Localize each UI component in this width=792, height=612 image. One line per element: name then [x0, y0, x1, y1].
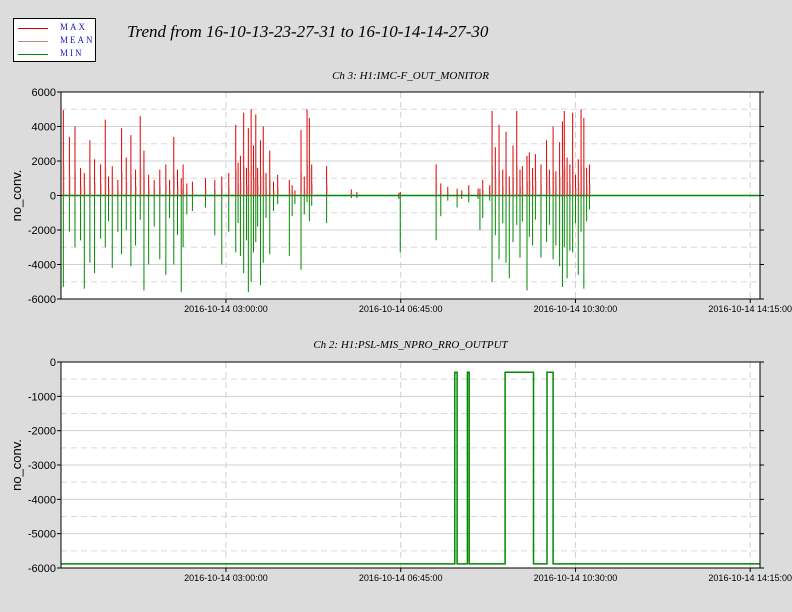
y-tick-label: -4000	[28, 494, 56, 506]
legend-swatch-mean	[18, 41, 48, 42]
chart-panel-2: 0 -1000 -2000 -3000 -4000 -5000 -6000 2016-10-1…	[9, 339, 792, 583]
legend-label-min: MIN	[60, 48, 84, 58]
x-tick-label: 2016-10-14 03:00:00	[184, 304, 268, 314]
series-min-line	[61, 371, 760, 565]
y-tick-label: -6000	[28, 563, 56, 575]
legend-swatch-max	[18, 28, 48, 29]
y-tick-label: -6000	[28, 294, 56, 306]
y-tick-label: 0	[50, 357, 56, 369]
legend-swatch-min	[18, 54, 48, 55]
legend-label-mean: MEAN	[60, 35, 95, 45]
y-axis-label: no_conv.	[9, 439, 24, 491]
y-tick-label: 2000	[32, 156, 56, 168]
x-tick-label: 2016-10-14 10:30:00	[534, 304, 618, 314]
x-tick-label: 2016-10-14 10:30:00	[534, 573, 618, 583]
y-tick-label: -5000	[28, 529, 56, 541]
chart-title: Ch 2: H1:PSL-MIS_NPRO_RRO_OUTPUT	[313, 339, 508, 351]
y-tick-label: 4000	[32, 122, 56, 134]
y-tick-label: -2000	[28, 225, 56, 237]
y-tick-label: -3000	[28, 460, 56, 472]
y-tick-label: -4000	[28, 260, 56, 272]
x-tick-label: 2016-10-14 14:15:00	[708, 304, 792, 314]
x-tick-label: 2016-10-14 06:45:00	[359, 304, 443, 314]
y-tick-label: -1000	[28, 391, 56, 403]
y-tick-label: 0	[50, 191, 56, 203]
x-tick-label: 2016-10-14 03:00:00	[184, 573, 268, 583]
y-axis-label: no_conv.	[9, 170, 24, 222]
legend: MAX MEAN MIN	[13, 18, 96, 62]
legend-item-max: MAX	[18, 22, 94, 34]
legend-label-max: MAX	[60, 22, 88, 32]
legend-item-min: MIN	[18, 48, 94, 60]
x-tick-label: 2016-10-14 06:45:00	[359, 573, 443, 583]
chart-panel-1: 6000 4000 2000 0 -2000 -4000 -6000 2016-10-14 0…	[9, 70, 792, 314]
y-tick-label: -2000	[28, 426, 56, 438]
legend-item-mean: MEAN	[18, 35, 94, 47]
trend-title: Trend from 16-10-13-23-27-31 to 16-10-14…	[127, 22, 489, 41]
x-tick-label: 2016-10-14 14:15:00	[708, 573, 792, 583]
y-tick-label: 6000	[32, 87, 56, 99]
chart-title: Ch 3: H1:IMC-F_OUT_MONITOR	[332, 70, 489, 82]
